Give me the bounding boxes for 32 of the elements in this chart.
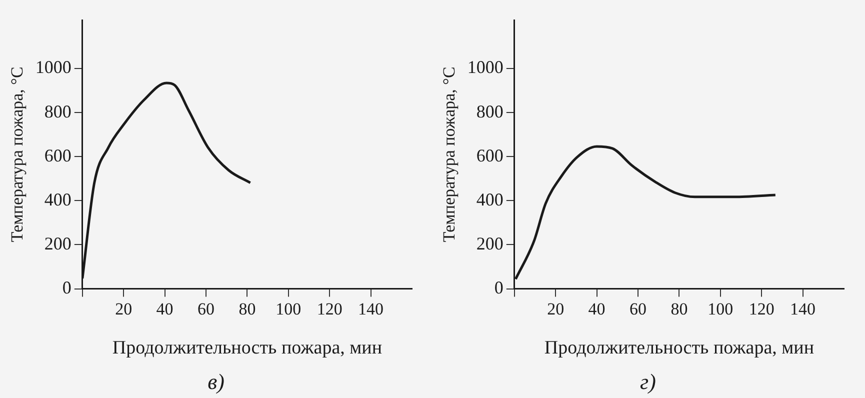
- y-tick-label: 0: [62, 278, 72, 298]
- y-tick-label: 1000: [467, 57, 504, 78]
- x-tick-label: 140: [358, 299, 384, 318]
- y-tick-label: 200: [476, 233, 504, 254]
- y-tick-label: 400: [44, 189, 72, 210]
- y-tick-label: 0: [494, 278, 504, 298]
- x-axis-title: Продолжительность пожара, мин: [544, 338, 814, 359]
- text: в): [208, 368, 224, 394]
- y-tick-label: 800: [476, 101, 504, 122]
- y-axis-title: Температура пожара, °С: [8, 66, 27, 242]
- y-axis-title: Температура пожара, °С: [440, 66, 459, 242]
- y-tick-label: 200: [44, 233, 72, 254]
- x-axis-title: Продолжительность пожара, мин: [112, 338, 382, 359]
- y-tick-label: 400: [476, 189, 504, 210]
- x-tick-label: 20: [547, 299, 564, 318]
- x-tick-label: 140: [790, 299, 816, 318]
- y-tick-label: 1000: [35, 57, 72, 78]
- x-tick-label: 80: [670, 299, 688, 318]
- x-tick-label: 120: [316, 299, 342, 318]
- x-tick-label: 40: [156, 299, 174, 318]
- x-tick-label: 60: [630, 299, 646, 318]
- x-tick-label: 80: [238, 299, 256, 318]
- y-tick-label: 800: [44, 101, 72, 122]
- x-tick-label: 120: [748, 299, 774, 318]
- x-tick-label: 100: [708, 299, 734, 318]
- x-tick-label: 20: [115, 299, 132, 318]
- text: г): [640, 368, 656, 394]
- y-tick-label: 600: [44, 145, 72, 166]
- y-tick-label: 600: [476, 145, 504, 166]
- x-tick-label: 60: [198, 299, 214, 318]
- x-tick-label: 40: [588, 299, 606, 318]
- x-tick-label: 100: [276, 299, 302, 318]
